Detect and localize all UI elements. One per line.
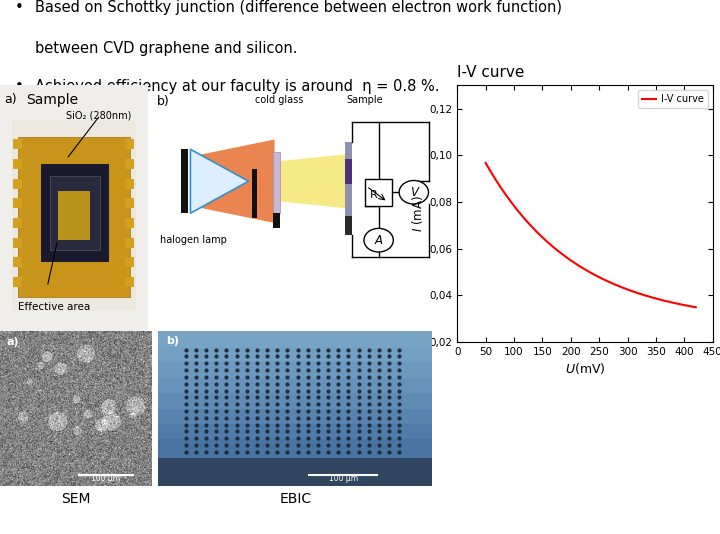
I-V curve [606,279,615,286]
Line: I-V curve: I-V curve [485,163,696,307]
Bar [345,216,351,235]
I-V curve [581,266,590,273]
Text: 100 μm: 100 μm [91,474,120,483]
Bar [50,176,100,250]
Text: Based on Schottky junction (difference between electron work function): Based on Schottky junction (difference b… [35,0,562,15]
Polygon shape [190,139,274,223]
Bar [252,169,257,218]
Legend: I-V curve: I-V curve [638,90,708,108]
Text: •: • [14,78,23,93]
Bar [125,199,135,208]
Text: between CVD graphene and silicon.: between CVD graphene and silicon. [35,41,298,56]
Bar [125,257,135,267]
Bar [18,137,130,297]
Bar [345,159,351,184]
Text: b): b) [166,336,179,345]
Bar [158,424,432,486]
Text: V: V [410,186,418,199]
I-V curve [595,274,603,280]
Text: a): a) [4,93,17,106]
Text: Sample: Sample [27,93,78,107]
Text: 100 μm: 100 μm [328,474,358,483]
Bar [125,159,135,169]
Text: R: R [370,190,378,200]
Bar [125,218,135,228]
Bar [158,362,432,486]
Bar [125,179,135,189]
Circle shape [399,180,428,204]
Bar [13,218,22,228]
I-V curve [691,304,700,310]
Bar [181,150,188,213]
Bar [13,277,22,287]
Bar [158,439,432,486]
X-axis label: $\mathit{U}$(mV): $\mathit{U}$(mV) [564,361,606,376]
Bar [13,139,22,150]
Text: Sample: Sample [346,95,383,105]
Bar [273,152,280,213]
Text: A: A [374,234,382,247]
Bar [158,458,432,486]
Text: Achieved efficiency at our faculty is around  η = 0.8 %.: Achieved efficiency at our faculty is ar… [35,78,440,93]
I-V curve [481,160,490,166]
Bar [158,393,432,486]
Bar [12,120,136,311]
Bar [41,164,109,262]
Bar [365,179,392,206]
Bar [158,409,432,486]
I-V curve [582,267,591,273]
I-V curve [654,296,662,302]
Text: EBIC: EBIC [279,492,311,506]
Bar [13,257,22,267]
Text: Effective area: Effective area [18,302,90,312]
Polygon shape [274,154,346,208]
Bar [158,378,432,486]
Bar [125,277,135,287]
Bar [273,213,280,228]
Text: a): a) [6,337,19,347]
Text: cold glass: cold glass [255,95,303,105]
Text: SEM: SEM [61,492,90,506]
Bar [58,191,90,240]
I-V curve [686,303,695,310]
Bar [125,139,135,150]
Text: halogen lamp: halogen lamp [160,235,227,245]
Circle shape [364,229,393,252]
Text: SiO₂ (280nm): SiO₂ (280nm) [66,110,132,120]
Bar [13,238,22,248]
Y-axis label: $\mathit{I}$ (mA): $\mathit{I}$ (mA) [410,195,425,232]
Text: •: • [14,0,23,15]
Polygon shape [190,150,248,213]
Bar [13,179,22,189]
Bar [13,199,22,208]
Bar [345,142,351,216]
Bar [13,159,22,169]
Bar [125,238,135,248]
Text: I-V curve: I-V curve [457,65,525,80]
Text: b): b) [157,95,169,108]
